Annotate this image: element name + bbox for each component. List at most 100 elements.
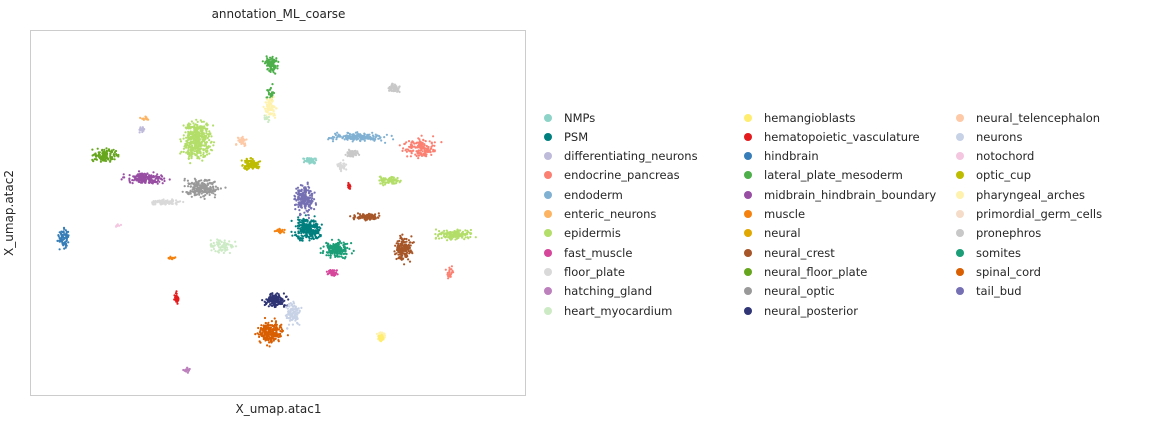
data-point xyxy=(304,193,307,196)
data-point xyxy=(189,192,192,195)
data-point xyxy=(183,369,186,372)
legend-label: neural_crest xyxy=(764,245,835,260)
data-point xyxy=(202,120,205,123)
data-point xyxy=(346,138,349,141)
data-point xyxy=(222,241,226,244)
legend-item: neural_telencephalon xyxy=(956,108,1100,127)
data-point xyxy=(202,153,205,156)
data-point xyxy=(347,153,350,156)
data-point xyxy=(274,337,277,340)
data-point xyxy=(418,143,421,146)
data-point xyxy=(247,167,250,170)
data-point xyxy=(307,235,310,238)
data-point xyxy=(406,155,409,158)
data-point xyxy=(297,216,300,219)
data-point xyxy=(271,100,274,103)
data-point xyxy=(298,309,301,312)
data-point xyxy=(342,135,345,138)
data-point xyxy=(149,181,152,184)
data-point xyxy=(340,247,343,250)
data-point xyxy=(337,162,341,165)
data-point xyxy=(228,240,231,243)
data-point xyxy=(194,140,197,143)
data-point xyxy=(398,85,401,88)
data-point xyxy=(273,114,276,117)
data-point xyxy=(343,162,346,165)
legend-marker xyxy=(956,210,964,218)
data-point xyxy=(378,214,381,217)
data-point xyxy=(234,245,238,248)
data-point xyxy=(314,222,317,226)
data-point xyxy=(202,186,205,189)
legend-marker xyxy=(956,190,964,199)
data-point xyxy=(423,152,426,155)
data-point xyxy=(109,152,112,155)
data-point xyxy=(314,157,317,160)
data-point xyxy=(288,305,291,308)
data-point xyxy=(347,151,350,154)
cluster-heart_myocardium xyxy=(263,114,271,124)
data-point xyxy=(104,157,107,161)
data-point xyxy=(220,240,223,244)
data-point xyxy=(348,247,351,250)
data-point xyxy=(403,142,406,146)
data-point xyxy=(310,207,313,210)
cluster-muscle xyxy=(167,255,177,261)
data-point xyxy=(383,334,386,337)
data-point xyxy=(215,241,218,244)
data-point xyxy=(351,140,354,143)
data-point xyxy=(362,135,365,139)
data-point xyxy=(285,295,288,298)
data-point xyxy=(202,138,205,141)
data-point xyxy=(469,235,472,239)
cluster-floor_plate xyxy=(151,198,185,206)
data-point xyxy=(381,180,384,183)
data-point xyxy=(295,235,298,238)
data-point xyxy=(291,323,294,326)
data-point xyxy=(282,292,285,295)
data-point xyxy=(196,193,199,196)
legend-label: hemangioblasts xyxy=(764,110,856,125)
data-point xyxy=(200,144,203,147)
data-point xyxy=(269,56,272,59)
data-point xyxy=(194,147,197,150)
data-point xyxy=(198,132,201,136)
data-point xyxy=(281,329,284,332)
data-point xyxy=(464,229,467,232)
data-point xyxy=(271,61,274,64)
data-point xyxy=(322,250,325,253)
legend-marker xyxy=(956,132,964,141)
data-point xyxy=(307,204,310,207)
data-point xyxy=(186,371,189,374)
data-point xyxy=(401,149,404,152)
data-point xyxy=(403,249,406,252)
data-point xyxy=(377,212,380,215)
data-point xyxy=(187,182,190,185)
legend-item: neural_posterior xyxy=(744,301,858,320)
data-point xyxy=(345,168,348,171)
data-point xyxy=(200,125,203,128)
data-point xyxy=(263,107,267,110)
data-point xyxy=(274,333,277,336)
data-point xyxy=(132,179,135,182)
data-point xyxy=(358,215,361,219)
data-point xyxy=(275,57,278,60)
data-point xyxy=(58,237,61,240)
data-point xyxy=(307,185,310,188)
cluster-tail_bud xyxy=(293,181,318,220)
data-point xyxy=(138,131,141,134)
data-point xyxy=(390,134,393,137)
data-point xyxy=(447,275,450,278)
data-point xyxy=(266,67,269,70)
data-point xyxy=(266,57,269,60)
legend-item: enteric_neurons xyxy=(544,205,656,224)
data-point xyxy=(274,305,277,308)
data-point xyxy=(206,127,209,130)
data-point xyxy=(335,136,338,139)
data-point xyxy=(112,153,115,156)
data-point xyxy=(409,155,412,158)
data-point xyxy=(202,149,205,152)
data-point xyxy=(212,144,215,147)
data-point xyxy=(469,228,472,232)
data-point xyxy=(334,249,337,252)
